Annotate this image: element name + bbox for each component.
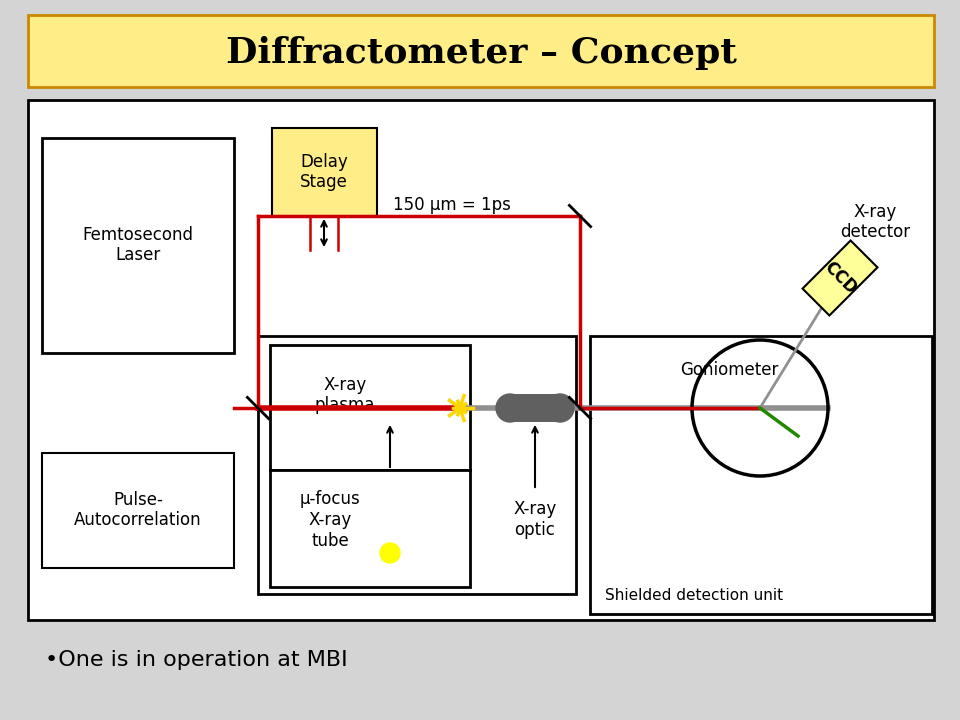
Text: CCD: CCD — [820, 258, 860, 298]
Text: Shielded detection unit: Shielded detection unit — [605, 588, 783, 603]
Text: 150 μm = 1ps: 150 μm = 1ps — [393, 196, 511, 214]
Text: X-ray
plasma: X-ray plasma — [315, 376, 375, 415]
Bar — [42, 453, 234, 568]
Circle shape — [496, 394, 524, 422]
Bar — [270, 470, 470, 587]
Text: •One is in operation at MBI: •One is in operation at MBI — [45, 650, 348, 670]
Bar — [28, 100, 934, 620]
Circle shape — [455, 403, 465, 413]
Text: X-ray
detector: X-ray detector — [840, 202, 910, 241]
Bar — [270, 345, 470, 470]
Text: Pulse-
Autocorrelation: Pulse- Autocorrelation — [74, 490, 202, 529]
Bar — [272, 128, 377, 216]
Text: μ-focus
X-ray
tube: μ-focus X-ray tube — [300, 490, 360, 550]
Text: X-ray
optic: X-ray optic — [514, 500, 557, 539]
Text: Diffractometer – Concept: Diffractometer – Concept — [226, 36, 736, 70]
Circle shape — [546, 394, 574, 422]
Text: Delay
Stage: Delay Stage — [300, 153, 348, 192]
Bar — [42, 138, 234, 353]
Circle shape — [380, 543, 400, 563]
Bar — [28, 15, 934, 87]
Bar — [803, 240, 877, 315]
Text: Femtosecond
Laser: Femtosecond Laser — [83, 225, 194, 264]
Bar — [510, 394, 560, 422]
Bar — [258, 336, 576, 594]
Text: Goniometer: Goniometer — [680, 361, 779, 379]
Bar — [590, 336, 932, 614]
